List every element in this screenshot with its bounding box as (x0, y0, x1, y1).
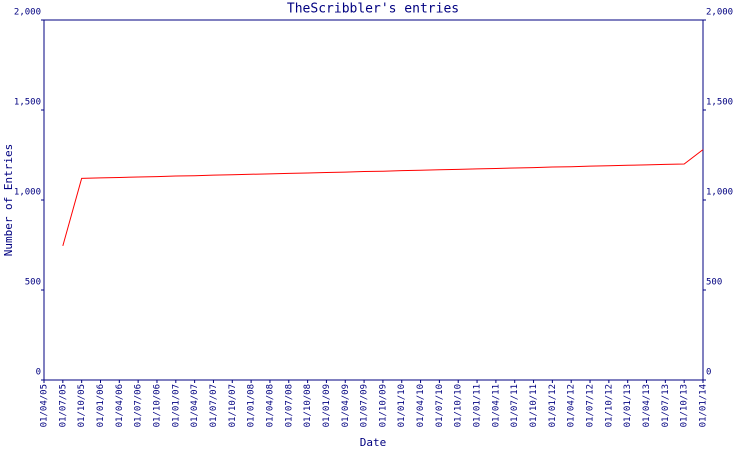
x-tick-label: 01/07/05 (58, 384, 68, 427)
x-tick-label: 01/01/13 (623, 384, 633, 427)
x-tick-label: 01/01/10 (397, 384, 407, 427)
y-tick-label: 1,500 (14, 98, 41, 108)
x-tick-label: 01/04/05 (40, 384, 50, 427)
x-tick-label: 01/01/09 (322, 384, 332, 427)
x-tick-label: 01/10/13 (680, 384, 690, 427)
x-tick-label: 01/07/08 (284, 384, 294, 427)
x-tick-label: 01/01/12 (548, 384, 558, 427)
x-tick-label: 01/01/14 (699, 384, 709, 427)
x-tick-label: 01/01/11 (473, 384, 483, 427)
x-tick-label: 01/07/11 (510, 384, 520, 427)
x-tick-label: 01/10/07 (228, 384, 238, 427)
x-tick-label: 01/04/12 (567, 384, 577, 427)
chart-title: TheScribbler's entries (287, 2, 459, 17)
x-axis-title: Date (360, 436, 387, 449)
x-tick-label: 01/07/09 (360, 384, 370, 427)
y-tick-label: 500 (25, 278, 41, 288)
x-tick-label: 01/10/05 (77, 384, 87, 427)
x-tick-label: 01/10/06 (152, 384, 162, 427)
x-tick-label: 01/04/09 (341, 384, 351, 427)
x-tick-label: 01/01/07 (171, 384, 181, 427)
x-tick-label: 01/01/08 (247, 384, 257, 427)
x-tick-label: 01/04/07 (190, 384, 200, 427)
x-tick-label: 01/04/13 (642, 384, 652, 427)
x-tick-label: 01/07/10 (435, 384, 445, 427)
x-tick-label: 01/01/06 (96, 384, 106, 427)
x-tick-label: 01/04/10 (416, 384, 426, 427)
y-tick-label: 2,000 (14, 8, 41, 18)
y2-tick-label: 500 (706, 278, 722, 288)
y-axis-title: Number of Entries (2, 144, 15, 257)
data-line (62, 149, 704, 247)
y2-tick-label: 0 (706, 368, 711, 378)
x-tick-label: 01/04/11 (491, 384, 501, 427)
x-tick-label: 01/10/08 (303, 384, 313, 427)
y2-tick-label: 1,000 (706, 188, 733, 198)
y2-tick-label: 1,500 (706, 98, 733, 108)
x-tick-label: 01/04/08 (265, 384, 275, 427)
x-tick-label: 01/10/12 (604, 384, 614, 427)
x-tick-label: 01/07/12 (586, 384, 596, 427)
x-tick-label: 01/07/06 (134, 384, 144, 427)
x-tick-label: 01/10/11 (529, 384, 539, 427)
y2-tick-label: 2,000 (706, 8, 733, 18)
y-tick-label: 1,000 (14, 188, 41, 198)
y-tick-label: 0 (36, 368, 41, 378)
x-tick-label: 01/10/10 (454, 384, 464, 427)
x-tick-label: 01/10/09 (378, 384, 388, 427)
x-tick-label: 01/04/06 (115, 384, 125, 427)
x-tick-label: 01/07/13 (661, 384, 671, 427)
x-tick-label: 01/07/07 (209, 384, 219, 427)
